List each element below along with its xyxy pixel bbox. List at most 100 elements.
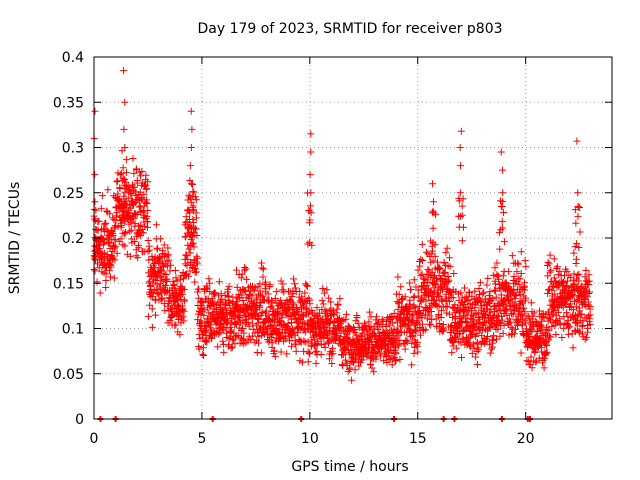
data-point — [485, 292, 493, 300]
data-point — [117, 235, 125, 243]
data-point — [306, 238, 314, 246]
data-point — [468, 307, 476, 315]
data-point — [404, 307, 412, 315]
data-point — [258, 264, 266, 272]
data-point — [584, 278, 592, 286]
data-point — [172, 274, 180, 282]
data-point — [366, 361, 374, 369]
data-point — [528, 364, 536, 372]
data-point — [500, 301, 508, 309]
data-point — [303, 281, 311, 289]
data-point — [148, 252, 156, 260]
data-point — [146, 301, 154, 309]
data-point — [129, 154, 137, 162]
data-point — [514, 260, 522, 268]
data-point — [440, 327, 448, 335]
data-point — [455, 197, 463, 205]
data-point — [507, 324, 515, 332]
data-point — [573, 240, 581, 248]
data-point — [359, 325, 367, 333]
y-tick-label: 0.2 — [62, 231, 84, 247]
data-point — [499, 272, 507, 280]
data-point — [125, 185, 133, 193]
data-point — [451, 301, 459, 309]
data-point — [119, 164, 127, 172]
data-point — [418, 240, 426, 248]
data-point — [152, 221, 160, 229]
data-point — [436, 292, 444, 300]
data-point — [189, 239, 197, 247]
data-point — [512, 292, 520, 300]
data-point — [127, 226, 135, 234]
data-point — [135, 244, 143, 252]
data-point — [436, 264, 444, 272]
data-point — [264, 297, 272, 305]
data-point — [238, 336, 246, 344]
data-point — [120, 181, 128, 189]
data-point — [104, 186, 112, 194]
data-point — [479, 290, 487, 298]
data-point — [542, 349, 550, 357]
data-point — [472, 353, 480, 361]
data-point — [455, 223, 463, 231]
data-point — [456, 212, 464, 220]
data-point — [412, 327, 420, 335]
data-point — [532, 358, 540, 366]
data-point — [505, 315, 513, 323]
data-point — [541, 354, 549, 362]
data-point — [96, 289, 104, 297]
data-point — [572, 303, 580, 311]
data-point — [395, 341, 403, 349]
data-point — [264, 290, 272, 298]
data-point — [114, 223, 122, 231]
data-point — [230, 311, 238, 319]
data-point — [394, 342, 402, 350]
data-point — [556, 321, 564, 329]
data-point — [160, 269, 168, 277]
data-point — [534, 343, 542, 351]
data-point — [313, 339, 321, 347]
data-point — [456, 162, 464, 170]
data-point — [209, 297, 217, 305]
data-point — [277, 317, 285, 325]
data-point — [449, 313, 457, 321]
data-point — [389, 319, 397, 327]
data-point — [581, 273, 589, 281]
data-point — [102, 270, 110, 278]
data-point — [127, 218, 135, 226]
data-point — [573, 137, 581, 145]
data-point — [313, 304, 321, 312]
data-point — [171, 267, 179, 275]
data-point — [548, 323, 556, 331]
data-point — [143, 185, 151, 193]
data-point — [415, 303, 423, 311]
data-point — [480, 288, 488, 296]
data-point — [429, 207, 437, 215]
data-point — [288, 293, 296, 301]
data-point — [586, 320, 594, 328]
data-point — [227, 319, 235, 327]
data-point — [219, 337, 227, 345]
data-point — [396, 323, 404, 331]
data-point — [516, 275, 524, 283]
data-point — [146, 272, 154, 280]
data-point — [567, 300, 575, 308]
data-point — [517, 269, 525, 277]
data-point — [277, 348, 285, 356]
data-point — [260, 265, 268, 273]
data-point — [435, 263, 443, 271]
data-point — [332, 327, 340, 335]
data-point — [410, 349, 418, 357]
y-tick-label: 0.05 — [53, 367, 84, 383]
data-point — [176, 276, 184, 284]
data-point — [267, 317, 275, 325]
data-point — [283, 350, 291, 358]
data-point — [544, 272, 552, 280]
data-point — [432, 280, 440, 288]
data-point — [118, 147, 126, 155]
data-point — [110, 274, 118, 282]
data-point — [191, 278, 199, 286]
data-point — [304, 240, 312, 248]
data-point — [491, 286, 499, 294]
data-point — [120, 125, 128, 133]
